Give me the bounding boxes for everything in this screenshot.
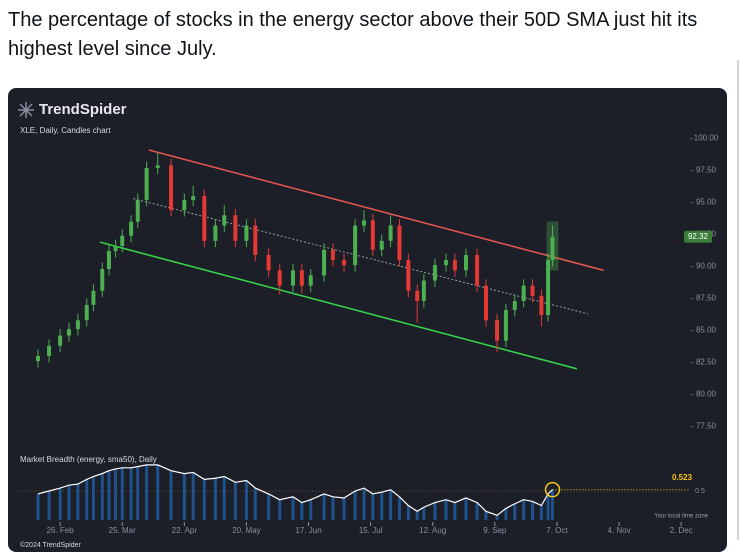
- candle-body: [213, 225, 218, 241]
- candle-body: [291, 270, 296, 286]
- candle-body: [464, 254, 468, 271]
- candle-body: [361, 220, 366, 226]
- candle-body: [222, 215, 227, 226]
- x-tick-label: 9. Sep: [483, 526, 507, 535]
- breadth-title: Market Breadth (energy, sma50), Daily: [20, 455, 157, 464]
- post-text: The percentage of stocks in the energy s…: [8, 9, 698, 60]
- candle-body: [397, 225, 402, 261]
- candle-body: [452, 260, 457, 271]
- y-tick-label: 77.50: [696, 422, 717, 431]
- candle-body: [444, 260, 449, 266]
- candle-body: [530, 285, 535, 296]
- last-price-box: [684, 230, 712, 243]
- y-tick-label: 95.00: [696, 198, 717, 207]
- candle-body: [503, 309, 508, 341]
- chart-card: [8, 88, 727, 552]
- candle-body: [202, 196, 207, 241]
- candle-body: [266, 254, 271, 271]
- candle-body: [155, 165, 160, 168]
- candle-body: [483, 285, 488, 321]
- candle-body: [135, 199, 140, 222]
- candle-body: [421, 280, 426, 302]
- candle-body: [406, 260, 411, 291]
- logo-icon: [18, 102, 34, 118]
- candle-body: [106, 251, 111, 270]
- candle-body: [277, 270, 282, 286]
- candle-body: [379, 240, 384, 250]
- candle-body: [322, 249, 327, 276]
- last-value-marker: [544, 481, 561, 498]
- candle-body: [308, 275, 313, 286]
- candle-body: [495, 320, 500, 341]
- footer: ©2024 TrendSpider: [20, 541, 81, 549]
- candle-body: [342, 260, 347, 266]
- candle-body: [330, 249, 335, 261]
- candle-body: [546, 260, 551, 316]
- breadth-line: [37, 464, 553, 517]
- x-tick-label: 15. Jul: [359, 526, 383, 535]
- y-tick-label: 80.00: [696, 390, 717, 399]
- candle-body: [47, 345, 52, 357]
- candle-body: [512, 301, 517, 310]
- candle-body: [75, 320, 80, 330]
- x-tick-label: 2. Dec: [670, 526, 693, 535]
- candle-body: [233, 215, 238, 241]
- trend-line: [148, 149, 604, 272]
- candle-body: [244, 225, 249, 241]
- x-tick-label: 17. Jun: [295, 526, 321, 535]
- y-tick-label: 0.5: [695, 488, 705, 495]
- candle-body: [144, 167, 149, 200]
- candle-body: [475, 254, 480, 286]
- y-tick-label: 85.00: [696, 326, 717, 335]
- x-tick-label: 26. Feb: [47, 526, 75, 535]
- candle-body: [299, 270, 304, 286]
- candle-body: [129, 221, 134, 236]
- candle-body: [191, 196, 196, 200]
- x-tick-label: 4. Nov: [607, 526, 630, 535]
- candle-body: [91, 290, 96, 305]
- y-tick-label: 97.50: [696, 166, 717, 175]
- candle-body: [100, 269, 105, 291]
- candle-body: [388, 225, 393, 241]
- candle-body: [84, 304, 89, 321]
- candle-body: [35, 356, 40, 362]
- candle-body: [253, 225, 258, 255]
- candle-body: [182, 199, 187, 211]
- candle-body: [67, 329, 72, 336]
- timezone: Your local time zone: [654, 514, 708, 520]
- last-value-label: 0.523: [672, 473, 693, 482]
- y-tick-label: 82.50: [696, 358, 717, 367]
- x-tick-label: 22. Apr: [172, 526, 198, 535]
- chart-title: XLE, Daily, Candles chart: [20, 126, 111, 135]
- x-tick-label: 20. May: [232, 526, 260, 535]
- candle-body: [113, 245, 118, 252]
- x-tick-label: 25. Mar: [109, 526, 136, 535]
- x-tick-label: 7. Oct: [546, 526, 568, 535]
- candle-body: [539, 295, 544, 316]
- candle-body: [415, 290, 420, 302]
- last-candle-highlight: [546, 221, 559, 271]
- logo: TrendSpider: [39, 101, 127, 118]
- y-tick-label: 100.00: [694, 134, 719, 143]
- y-tick-label: 90.00: [696, 262, 717, 271]
- last-price-label: 92.32: [688, 232, 709, 241]
- candle-body: [169, 165, 174, 211]
- candle-body: [353, 225, 358, 266]
- y-tick-label: 87.50: [696, 294, 717, 303]
- candle-body: [432, 265, 437, 281]
- candle-body: [550, 236, 555, 261]
- candle-body: [120, 235, 125, 246]
- x-tick-label: 12. Aug: [419, 526, 446, 535]
- candle-body: [521, 285, 526, 302]
- candle-body: [58, 335, 63, 346]
- candle-body: [370, 220, 375, 250]
